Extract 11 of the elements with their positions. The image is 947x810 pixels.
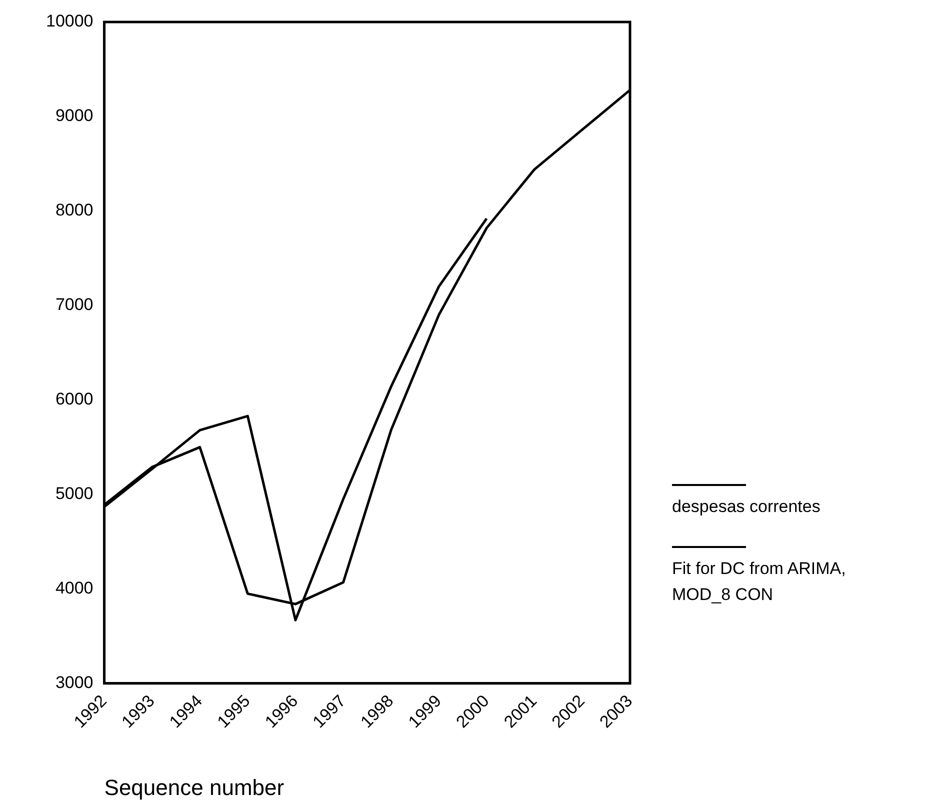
y-tick-label: 7000 — [55, 295, 94, 314]
y-tick-label: 9000 — [55, 106, 94, 126]
y-tick-label: 3000 — [55, 673, 94, 692]
legend-label: despesas correntes — [672, 496, 822, 518]
y-tick-label: 5000 — [55, 484, 94, 504]
legend-label: Fit for DC from ARIMA, MOD_8 CON — [672, 558, 847, 606]
x-axis-title: Sequence number — [104, 774, 284, 800]
y-tick-label: 8000 — [55, 200, 94, 220]
y-tick-label: 6000 — [55, 390, 94, 409]
y-tick-label: 10000 — [46, 12, 94, 31]
y-tick-label: 4000 — [55, 578, 94, 598]
